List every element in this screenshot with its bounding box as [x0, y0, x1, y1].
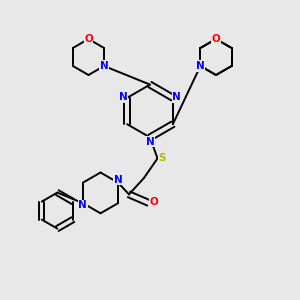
Text: N: N [146, 136, 154, 147]
Text: S: S [158, 153, 166, 164]
Text: N: N [172, 92, 181, 102]
Text: N: N [119, 92, 128, 102]
Text: O: O [149, 197, 158, 207]
Text: N: N [114, 175, 122, 185]
Text: N: N [100, 61, 109, 71]
Text: O: O [84, 34, 93, 44]
Text: O: O [212, 34, 220, 44]
Text: N: N [79, 200, 87, 211]
Text: N: N [196, 61, 205, 71]
